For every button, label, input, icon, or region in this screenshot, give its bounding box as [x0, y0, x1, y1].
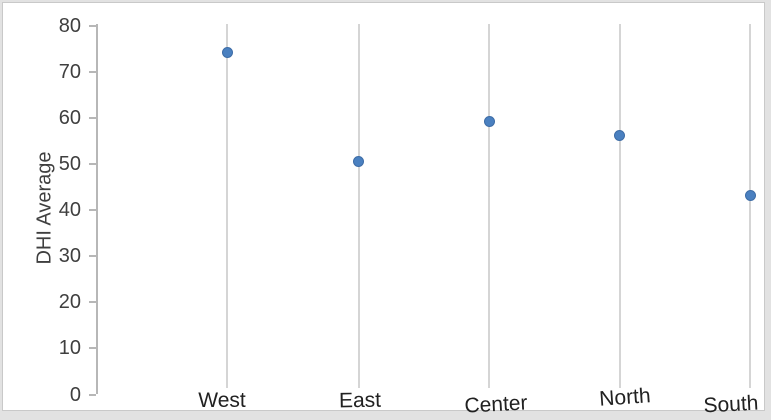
gridline [749, 24, 751, 388]
y-tick-mark [89, 71, 96, 74]
y-tick-mark [89, 209, 96, 212]
x-category-label-east: East [338, 388, 382, 413]
y-tick-mark [89, 117, 96, 120]
y-tick-mark [89, 163, 96, 166]
y-tick-label: 40 [58, 199, 81, 222]
gridline [226, 24, 228, 388]
y-tick-label: 10 [58, 337, 81, 360]
y-tick-mark [89, 25, 96, 27]
data-point-north [614, 129, 625, 141]
y-tick-label: 0 [69, 383, 81, 406]
y-tick-label: 50 [58, 153, 81, 176]
y-tick-mark [89, 347, 96, 350]
x-category-label-north: North [598, 384, 652, 411]
gridline [357, 24, 360, 388]
x-category-label-south: South [702, 391, 759, 418]
y-tick-mark [89, 393, 96, 396]
y-tick-label: 30 [58, 245, 81, 268]
gridline [618, 24, 621, 388]
y-tick-mark [89, 301, 96, 304]
gridline [488, 24, 490, 388]
y-tick-label: 60 [58, 107, 81, 130]
y-tick-mark [89, 255, 96, 258]
y-tick-label: 80 [58, 15, 81, 37]
data-point-east [353, 156, 364, 168]
x-category-label-west: West [198, 389, 246, 412]
data-point-south [744, 190, 756, 202]
y-tick-label: 70 [58, 61, 81, 84]
y-tick-label: 20 [58, 291, 81, 314]
x-category-label-center: Center [463, 391, 529, 418]
data-point-west [221, 46, 233, 58]
y-axis-line [96, 24, 98, 394]
data-point-center [483, 116, 495, 128]
